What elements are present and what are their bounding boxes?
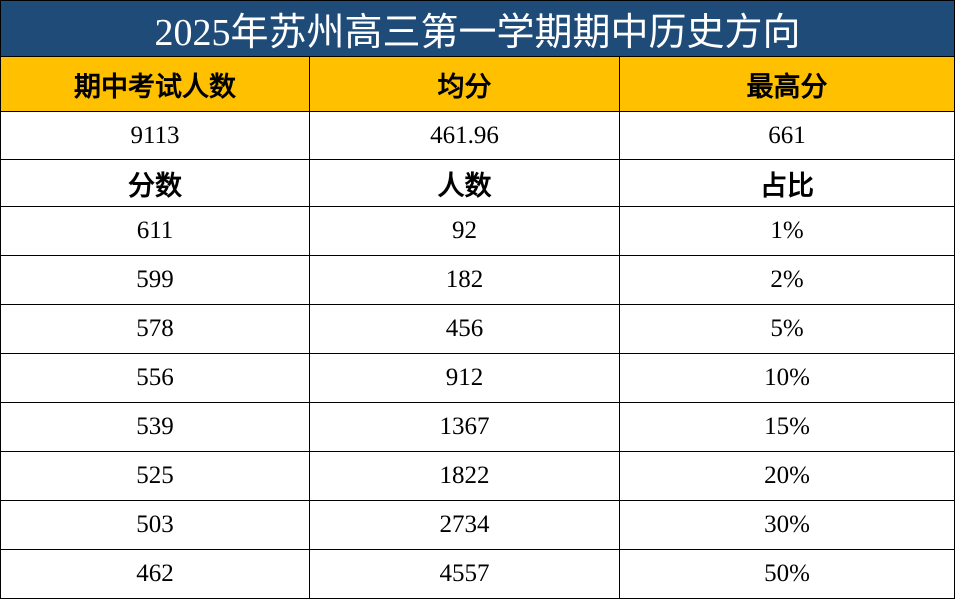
cell: 462 <box>0 549 310 599</box>
cell: 1% <box>619 206 955 256</box>
cell: 30% <box>619 500 955 550</box>
detail-row: 578 456 5% <box>0 304 955 354</box>
detail-row: 525 1822 20% <box>0 451 955 501</box>
header-cell: 均分 <box>309 56 620 112</box>
detail-header-row: 分数 人数 占比 <box>0 159 955 207</box>
detail-row: 503 2734 30% <box>0 500 955 550</box>
header-cell: 期中考试人数 <box>0 56 310 112</box>
cell: 10% <box>619 353 955 403</box>
cell: 15% <box>619 402 955 452</box>
cell: 4557 <box>309 549 620 599</box>
header-cell: 人数 <box>309 159 620 207</box>
cell: 578 <box>0 304 310 354</box>
detail-row: 539 1367 15% <box>0 402 955 452</box>
detail-row: 556 912 10% <box>0 353 955 403</box>
cell: 2734 <box>309 500 620 550</box>
cell: 9113 <box>0 111 310 160</box>
cell: 912 <box>309 353 620 403</box>
cell: 525 <box>0 451 310 501</box>
cell: 599 <box>0 255 310 305</box>
detail-row: 462 4557 50% <box>0 549 955 599</box>
cell: 661 <box>619 111 955 160</box>
cell: 461.96 <box>309 111 620 160</box>
cell: 50% <box>619 549 955 599</box>
cell: 92 <box>309 206 620 256</box>
header-cell: 占比 <box>619 159 955 207</box>
cell: 611 <box>0 206 310 256</box>
cell: 20% <box>619 451 955 501</box>
cell: 1367 <box>309 402 620 452</box>
header-cell: 最高分 <box>619 56 955 112</box>
cell: 503 <box>0 500 310 550</box>
cell: 1822 <box>309 451 620 501</box>
cell: 182 <box>309 255 620 305</box>
header-cell: 分数 <box>0 159 310 207</box>
cell: 456 <box>309 304 620 354</box>
cell: 5% <box>619 304 955 354</box>
detail-row: 611 92 1% <box>0 206 955 256</box>
cell: 556 <box>0 353 310 403</box>
summary-header-row: 期中考试人数 均分 最高分 <box>0 56 955 112</box>
table-title: 2025年苏州高三第一学期期中历史方向 <box>0 0 955 57</box>
cell: 2% <box>619 255 955 305</box>
title-row: 2025年苏州高三第一学期期中历史方向 <box>0 0 955 57</box>
cell: 539 <box>0 402 310 452</box>
summary-row: 9113 461.96 661 <box>0 111 955 160</box>
detail-row: 599 182 2% <box>0 255 955 305</box>
